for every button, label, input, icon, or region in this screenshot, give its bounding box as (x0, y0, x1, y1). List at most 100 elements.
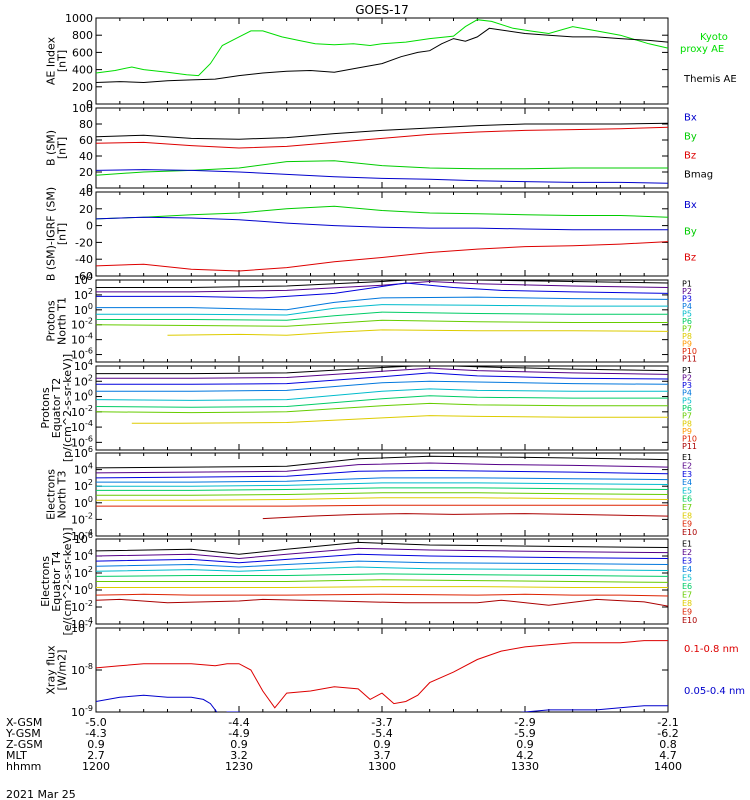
footer-value: 0.9 (230, 738, 248, 751)
legend-label: E4 (682, 565, 692, 574)
series-line-e4 (96, 477, 668, 483)
legend-label: P7 (682, 412, 692, 421)
legend-label: P9 (682, 427, 692, 436)
y-axis-label: Equator T4 (50, 551, 63, 611)
y-tick-label: 100 (74, 389, 93, 404)
legend-label: E2 (682, 548, 692, 557)
series-line-p7 (96, 319, 668, 327)
legend-label: 0.05-0.4 nm (684, 686, 745, 697)
legend-label: E10 (682, 528, 697, 537)
legend-label: P10 (682, 347, 697, 356)
footer-value: 1400 (654, 760, 682, 773)
legend-label: P8 (682, 419, 692, 428)
series-line-0-1-0-8-nm (96, 640, 668, 709)
series-line-0-05-0-4-nm (96, 694, 668, 712)
legend-label: E3 (682, 556, 692, 565)
series-line-p3 (96, 282, 668, 299)
y-tick-label: 10-2 (71, 599, 93, 614)
y-tick-label: 104 (74, 358, 93, 373)
legend-label: E1 (682, 539, 692, 548)
footer-value: 0.9 (373, 738, 391, 751)
panel-frame (95, 627, 669, 713)
y-tick-label: 0 (86, 182, 93, 195)
y-tick-label: 100 (72, 102, 93, 115)
y-tick-label: 0 (86, 98, 93, 111)
y-tick-label: 800 (72, 29, 93, 42)
position-footer: X-GSM -5.0 -4.4 -3.7 -2.9 -2.1 Y-GSM -4.3 -4.9 -5… (5, 716, 682, 773)
y-tick-label: 10-9 (71, 704, 93, 719)
y-tick-label: 600 (72, 46, 93, 59)
y-axis-label: AE Index (45, 36, 58, 85)
series-line-bmag (96, 122, 668, 140)
legend-label: Bz (684, 151, 696, 162)
legend-label: E1 (682, 453, 692, 462)
panel-frame (95, 191, 669, 277)
legend-label: P2 (682, 373, 692, 382)
y-tick-label: -20 (75, 236, 93, 249)
series-line-p1 (96, 280, 668, 288)
series-line-e7 (96, 492, 668, 496)
legend-label: E4 (682, 478, 692, 487)
y-tick-label: 102 (74, 373, 93, 388)
y-axis-label: [nT] (56, 50, 69, 72)
footer-value: 2.7 (87, 749, 105, 762)
y-tick-label: 102 (74, 287, 93, 302)
y-tick-label: 20 (79, 203, 93, 216)
y-tick-label: 106 (74, 531, 93, 546)
y-tick-label: 10-7 (71, 620, 93, 635)
legend-label: Bx (684, 200, 697, 211)
legend-label: E5 (682, 573, 692, 582)
legend-label: P4 (682, 389, 692, 398)
legend-label: P1 (682, 366, 692, 375)
legend-label: E5 (682, 486, 692, 495)
y-tick-label: 10-4 (71, 332, 93, 347)
series-line-p3 (96, 372, 668, 385)
series-line-bz (96, 126, 668, 149)
y-axis-label: Electrons (45, 469, 58, 520)
legend-label: E6 (682, 495, 692, 504)
y-axis-label: [e/(cm^2-s-sr-keV)] (61, 527, 74, 635)
series-line-by (96, 160, 668, 176)
footer-value: 0.8 (659, 738, 677, 751)
series-line-e6 (96, 487, 668, 491)
y-axis-label: Protons (39, 387, 52, 428)
y-axis-label: Xray flux (45, 645, 58, 695)
footer-row-label: hhmm (6, 760, 41, 773)
y-tick-label: 10-2 (71, 317, 93, 332)
series-line-p4 (96, 380, 668, 392)
series-line-e5 (96, 566, 668, 572)
footer-value: -2.9 (514, 716, 535, 729)
y-axis-label: [p/(cm^2-s-sr-keV)] (61, 354, 74, 462)
footer-row-label: Y-GSM (5, 727, 41, 740)
series-line-by (96, 205, 668, 220)
footer-value: 1200 (82, 760, 110, 773)
footer-value: -5.0 (85, 716, 106, 729)
y-tick-label: 10-2 (71, 511, 93, 526)
legend-label: P6 (682, 404, 692, 413)
y-axis-label: Equator T2 (50, 378, 63, 438)
panel-frame (95, 17, 669, 105)
series-line-e9 (96, 504, 668, 507)
series-line-p6 (96, 395, 668, 408)
series-line-e3 (96, 469, 668, 479)
series-line-e2 (96, 547, 668, 560)
panel-1: 1000 800 600 400 200 0 AE Index[nT] Kyotoproxy … (45, 12, 737, 111)
y-tick-label: 10-2 (71, 404, 93, 419)
legend-label: Themis AE (683, 74, 737, 85)
legend-label: E6 (682, 582, 692, 591)
panel-3: 40 20 0 -20 -40 -60 B (SM)-IGRF (SM)[nT] Bx By Bz (45, 186, 697, 283)
series-line-p5 (96, 304, 668, 316)
y-tick-label: 400 (72, 64, 93, 77)
series-line-e4 (96, 560, 668, 568)
footer-value: -6.2 (657, 727, 678, 740)
legend-label: P5 (682, 310, 692, 319)
y-tick-label: -40 (75, 253, 93, 266)
y-axis-label: Electrons (39, 556, 52, 607)
footer-value: 0.9 (516, 738, 534, 751)
legend-label: P11 (682, 442, 697, 451)
series-line-e10 (96, 598, 668, 607)
legend-label: By (684, 132, 697, 143)
y-tick-label: 102 (74, 565, 93, 580)
